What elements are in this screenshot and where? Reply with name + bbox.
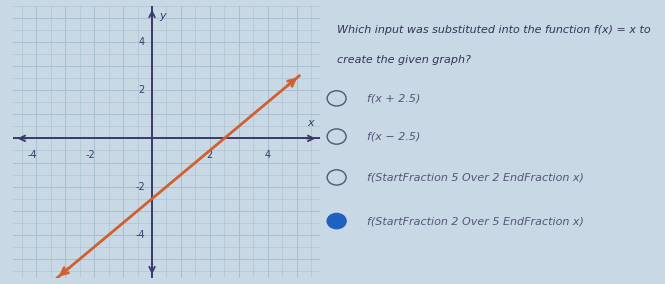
Text: -2: -2: [85, 151, 95, 160]
Text: Which input was substituted into the function f(x) = x to: Which input was substituted into the fun…: [336, 25, 650, 35]
Text: create the given graph?: create the given graph?: [336, 55, 471, 65]
Text: f(x + 2.5): f(x + 2.5): [367, 93, 420, 103]
Text: -2: -2: [135, 182, 145, 192]
Text: -4: -4: [27, 151, 37, 160]
Circle shape: [327, 214, 346, 229]
Text: x: x: [308, 118, 315, 128]
Text: 2: 2: [207, 151, 213, 160]
Text: y: y: [160, 11, 166, 20]
Text: f(⁠StartFraction 2 Over 5 EndFraction x): f(⁠StartFraction 2 Over 5 EndFraction x): [367, 216, 584, 226]
Text: 2: 2: [138, 85, 145, 95]
Text: 4: 4: [265, 151, 271, 160]
Text: f(⁠StartFraction 5 Over 2 EndFraction x): f(⁠StartFraction 5 Over 2 EndFraction x): [367, 172, 584, 182]
Text: f(x − 2.5): f(x − 2.5): [367, 131, 420, 141]
Text: 4: 4: [139, 37, 145, 47]
Text: -4: -4: [135, 230, 145, 240]
